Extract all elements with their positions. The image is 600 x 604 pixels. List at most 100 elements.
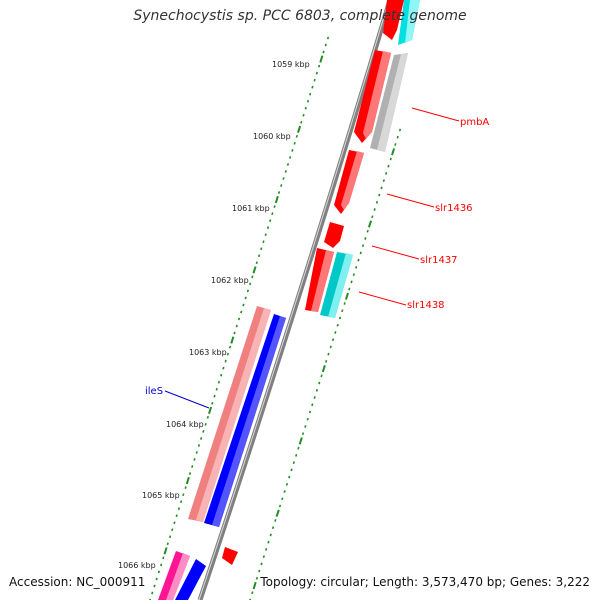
ruler-minor-tick <box>300 120 303 124</box>
gene-arrow-shade <box>196 308 271 522</box>
gene-arrow[interactable] <box>175 559 206 600</box>
ruler-minor-tick <box>211 401 214 405</box>
ruler-minor-tick <box>280 184 283 187</box>
ruler-minor-tick <box>382 179 385 183</box>
topology-text: Topology: circular; Length: 3,573,470 bp… <box>260 575 590 589</box>
ruler-minor-tick <box>202 430 205 433</box>
ruler-minor-tick <box>271 526 275 530</box>
ruler-major-tick <box>391 148 396 156</box>
ruler-major-tick <box>274 195 279 204</box>
ruler-minor-tick <box>394 143 397 146</box>
ruler-minor-tick <box>355 265 358 269</box>
gene-label-ileS[interactable]: ileS <box>145 386 163 397</box>
ruler-minor-tick <box>206 415 209 419</box>
ruler-minor-tick <box>301 432 305 436</box>
gene-label-slr1436[interactable]: slr1436 <box>435 203 473 214</box>
ruler-minor-tick <box>366 229 369 233</box>
ruler-minor-tick <box>290 468 293 472</box>
ruler-minor-tick <box>311 85 314 89</box>
ruler-minor-tick <box>217 380 221 384</box>
ruler-minor-tick <box>306 99 310 103</box>
gene-label-slr1438[interactable]: slr1438 <box>407 300 445 311</box>
leader-line-ileS <box>164 390 210 409</box>
ruler-minor-tick <box>242 303 245 307</box>
ruler-minor-tick <box>385 171 388 175</box>
ruler-minor-tick <box>343 302 346 305</box>
ruler-minor-tick <box>264 233 267 237</box>
ruler-minor-tick <box>282 177 285 180</box>
ruler-minor-tick <box>266 226 270 230</box>
ruler-minor-tick <box>237 317 241 321</box>
ruler-minor-tick <box>188 472 192 475</box>
ruler-label: 1064 kbp <box>166 420 204 429</box>
ruler-minor-tick <box>334 331 337 334</box>
ruler-minor-tick <box>175 514 178 518</box>
ruler-minor-tick <box>309 92 312 96</box>
ruler-labels: 1059 kbp 1060 kbp 1061 kbp 1062 kbp 1063… <box>118 60 310 570</box>
ruler-minor-tick <box>389 157 392 161</box>
gene-arrow[interactable] <box>222 547 238 565</box>
ruler-minor-tick <box>267 540 270 544</box>
ruler-minor-tick <box>153 584 156 588</box>
ruler-minor-tick <box>336 323 339 327</box>
ruler-minor-tick <box>320 374 323 378</box>
gene-arrow-shade <box>405 0 420 43</box>
ruler-minor-tick <box>177 507 181 511</box>
gene-arrow[interactable] <box>383 0 404 40</box>
ruler-minor-tick <box>226 352 229 356</box>
leader-line-pmbA <box>411 107 460 122</box>
gene-arrow-shade <box>363 51 391 139</box>
ruler-minor-tick <box>318 381 321 385</box>
ruler-minor-tick <box>325 359 328 363</box>
ruler-major-tick <box>319 55 324 63</box>
ruler-minor-tick <box>329 345 332 349</box>
ruler-minor-tick <box>283 490 286 493</box>
ruler-minor-tick <box>331 338 335 342</box>
ruler-minor-tick <box>359 251 362 255</box>
ruler-minor-tick <box>260 247 263 251</box>
gene-arrow-shade <box>166 553 190 600</box>
ruler-minor-tick <box>193 458 196 461</box>
gene-label-lines <box>164 107 460 409</box>
ruler-minor-tick <box>257 254 261 258</box>
ruler-minor-tick <box>352 273 355 277</box>
ruler-label: 1059 kbp <box>272 60 310 69</box>
ruler-minor-tick <box>311 403 314 407</box>
gene-arrow-slr1437[interactable] <box>324 222 344 248</box>
gene-label-slr1437[interactable]: slr1437 <box>420 255 458 266</box>
gene-label-pmbA[interactable]: pmbA <box>460 117 489 128</box>
leader-line-slr1436 <box>386 193 435 208</box>
ruler-minor-tick <box>286 163 290 166</box>
ruler-minor-tick <box>271 212 274 216</box>
ruler-label: 1066 kbp <box>118 561 156 570</box>
ruler-minor-tick <box>258 569 261 573</box>
ruler-minor-tick <box>251 275 254 279</box>
ruler-minor-tick <box>222 366 225 370</box>
ruler-minor-tick <box>304 425 307 428</box>
ruler-inner-ticks <box>148 36 330 602</box>
leader-line-slr1437 <box>371 245 420 260</box>
ruler-minor-tick <box>249 282 252 286</box>
ruler-minor-tick <box>313 396 316 399</box>
ruler-minor-tick <box>285 482 289 486</box>
forward-genes <box>222 0 420 565</box>
ruler-minor-tick <box>295 134 298 138</box>
ruler-minor-tick <box>364 237 367 240</box>
ruler-outer-ticks <box>248 128 402 602</box>
ruler-minor-tick <box>293 141 296 145</box>
ruler-minor-tick <box>380 186 383 190</box>
ruler-minor-tick <box>168 535 172 539</box>
ruler-minor-tick <box>278 504 282 508</box>
ruler-minor-tick <box>180 500 183 504</box>
ruler-major-tick <box>298 437 303 445</box>
ruler-major-tick <box>230 336 235 344</box>
ruler-minor-tick <box>288 475 291 479</box>
ruler-minor-tick <box>220 373 223 377</box>
ruler-label: 1065 kbp <box>142 491 180 500</box>
ruler-minor-tick <box>228 345 232 349</box>
ruler-minor-tick <box>357 258 360 262</box>
ruler-minor-tick <box>284 170 287 173</box>
ruler-minor-tick <box>373 208 376 211</box>
ruler-minor-tick <box>235 324 238 328</box>
